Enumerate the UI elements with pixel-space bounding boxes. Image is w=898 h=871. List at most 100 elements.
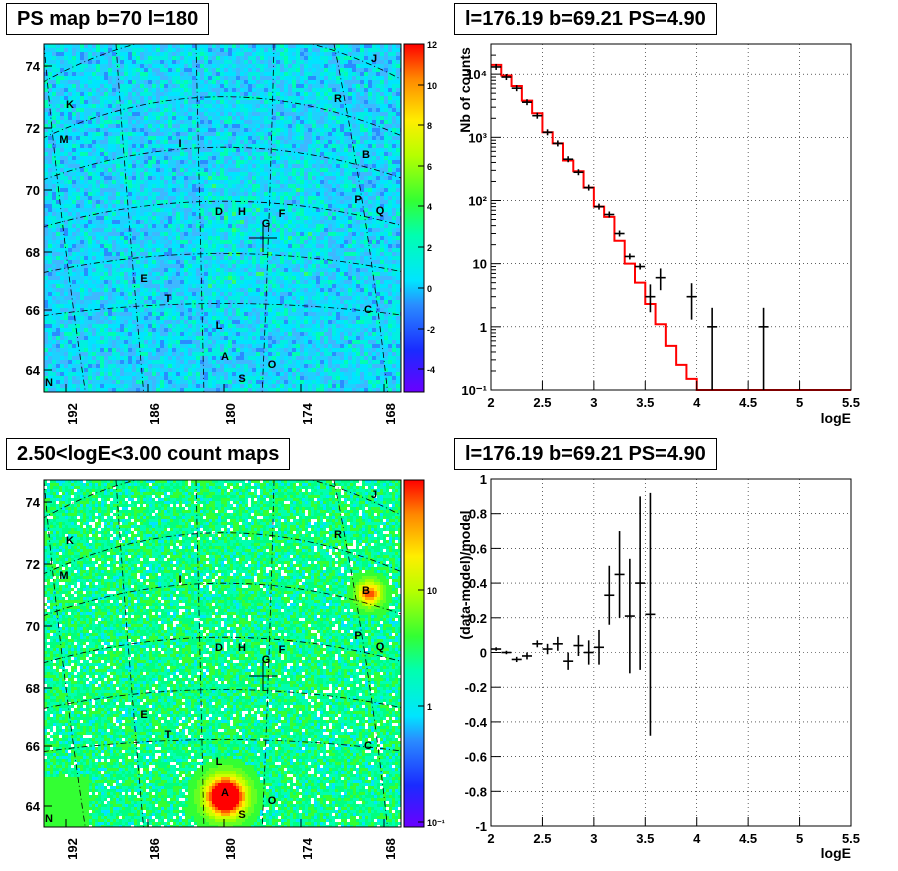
source-label-h: H [238, 206, 246, 218]
x-tick-label: 168 [383, 403, 398, 425]
residual-data-points [491, 492, 656, 736]
y-tick-label: -0.4 [465, 715, 488, 730]
source-label-s: S [238, 809, 245, 821]
source-label-e: E [140, 273, 147, 285]
source-label-r: R [334, 93, 342, 105]
source-label-k: K [66, 99, 74, 111]
y-tick-label: 0 [480, 646, 487, 661]
spectrum-xlabel: logE [821, 410, 851, 426]
source-label-g: G [262, 218, 271, 230]
data-point [542, 129, 553, 136]
y-tick-label: 10 [473, 257, 487, 272]
source-label-o: O [268, 795, 277, 807]
count-map-axes: 192 186 180 174 168 74 72 70 68 66 64 [26, 495, 398, 860]
data-point [686, 283, 697, 320]
x-tick-label: 192 [65, 403, 80, 425]
residual-axes: 2 2.5 3 3.5 4 4.5 5 5.5 1 0.8 0.6 0.4 0.2 0 -0.2 -0.4 -0… [465, 472, 860, 846]
source-label-f: F [279, 208, 286, 220]
data-point [594, 203, 604, 210]
residual-point [624, 558, 635, 674]
data-point [645, 284, 656, 313]
y-tick-label: 10² [468, 193, 487, 208]
scale-tick-label: 2 [427, 243, 432, 253]
residual-point [522, 652, 532, 660]
data-point [532, 112, 543, 119]
y-tick-label: -0.2 [465, 680, 487, 695]
y-tick-label: 0.4 [469, 576, 488, 591]
residual-point [542, 643, 553, 655]
scale-tick-label: 8 [427, 121, 432, 131]
spectrum-grid [490, 44, 852, 391]
data-point [552, 140, 563, 147]
source-label-a: A [221, 787, 229, 799]
x-tick-label: 2.5 [533, 395, 551, 410]
source-label-i: I [178, 138, 181, 150]
x-tick-label: 3 [590, 831, 597, 846]
source-label-f: F [279, 644, 286, 656]
source-label-h: H [238, 642, 246, 654]
source-label-n: N [45, 813, 53, 825]
ps-map-marker-cross [249, 224, 277, 252]
y-tick-label: -1 [475, 819, 487, 834]
x-tick-label: 2 [487, 395, 494, 410]
x-tick-label: 4 [693, 831, 701, 846]
scale-tick-label: 10⁻¹ [427, 818, 445, 828]
residual-xlabel: logE [821, 845, 851, 861]
data-point [563, 156, 574, 163]
source-label-l: L [216, 756, 223, 768]
model-histogram [491, 63, 851, 391]
x-tick-label: 4.5 [739, 395, 757, 410]
data-point [758, 307, 769, 390]
y-tick-label: 66 [26, 303, 40, 318]
count-map-source-labels: J K R M I B P Q D H FG E T C L A O S N [45, 489, 385, 825]
residual-point [491, 647, 502, 651]
ps-map-color-scale [403, 43, 425, 393]
y-tick-label: 0.8 [469, 507, 487, 522]
x-tick-label: 168 [383, 838, 398, 860]
y-tick-label: 74 [26, 59, 41, 74]
scale-tick-label: 12 [427, 40, 437, 50]
x-tick-label: 174 [300, 402, 315, 424]
ps-map-source-labels: J K R M I B P Q D H FG E T C L A O S N [45, 53, 385, 389]
data-point [635, 263, 646, 270]
count-map-coordinate-grid [44, 480, 401, 827]
x-tick-label: 4 [693, 395, 701, 410]
residual-point [645, 492, 656, 736]
source-label-q: Q [376, 641, 385, 653]
source-label-q: Q [376, 205, 385, 217]
x-tick-label: 2.5 [533, 831, 551, 846]
x-tick-label: 180 [223, 838, 238, 860]
x-tick-label: 2 [487, 831, 494, 846]
data-point [624, 253, 635, 260]
x-tick-label: 3 [590, 395, 597, 410]
y-tick-label: 10⁴ [466, 67, 487, 82]
source-label-n: N [45, 377, 53, 389]
residual-point [563, 652, 574, 670]
x-tick-label: 4.5 [739, 831, 757, 846]
x-tick-label: 186 [147, 403, 162, 425]
x-tick-label: 5 [796, 395, 803, 410]
source-label-s: S [238, 373, 245, 385]
residual-point [552, 636, 563, 651]
source-label-m: M [59, 570, 68, 582]
ps-map-coordinate-grid [44, 44, 401, 392]
source-label-e: E [140, 709, 147, 721]
source-label-g: G [262, 654, 271, 666]
residual-point [635, 496, 646, 670]
y-tick-label: 74 [26, 495, 41, 510]
y-tick-label: 68 [26, 245, 40, 260]
source-label-d: D [215, 642, 223, 654]
ps-map-title: PS map b=70 l=180 [6, 3, 210, 35]
y-tick-label: 10⁻¹ [461, 383, 487, 398]
source-label-l: L [216, 320, 223, 332]
y-tick-label: 68 [26, 681, 40, 696]
y-tick-label: 66 [26, 739, 40, 754]
residual-point [614, 531, 625, 618]
x-tick-label: 5.5 [842, 395, 860, 410]
data-point [614, 230, 625, 237]
x-tick-label: 180 [223, 403, 238, 425]
residual-panel: 2 2.5 3 3.5 4 4.5 5 5.5 1 0.8 0.6 0.4 0.2 0 -0.2 -0.4 -0… [457, 472, 860, 861]
source-label-r: R [334, 529, 342, 541]
y-tick-label: 64 [26, 799, 41, 814]
